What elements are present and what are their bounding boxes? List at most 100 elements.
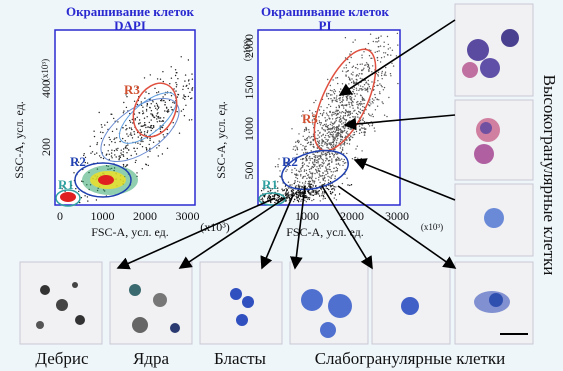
dot (353, 66, 354, 67)
dot (166, 107, 167, 108)
dot (110, 114, 111, 115)
dot (349, 106, 350, 107)
dot (313, 154, 314, 155)
dot (382, 71, 383, 72)
dot (355, 148, 356, 149)
dot (333, 171, 334, 172)
dot (304, 169, 305, 170)
dot (307, 137, 308, 138)
dot (134, 134, 135, 135)
dot (357, 146, 358, 147)
dot (339, 91, 340, 92)
dot (122, 138, 123, 139)
dot (126, 148, 127, 149)
dot (321, 135, 322, 136)
dot (304, 163, 305, 164)
dot (341, 132, 342, 133)
dot (278, 199, 279, 200)
dot (159, 140, 160, 141)
dot (340, 115, 341, 116)
dot (177, 96, 178, 97)
dot (374, 127, 375, 128)
dot (300, 200, 301, 201)
dot (329, 153, 330, 154)
dot (188, 88, 189, 89)
y-unit: (x10³) (40, 59, 50, 81)
dot (116, 137, 117, 138)
dot (142, 113, 143, 114)
dot (303, 152, 304, 153)
dot (188, 59, 189, 60)
dot (326, 169, 327, 170)
dot (146, 110, 147, 111)
dot (177, 78, 178, 79)
dot (342, 143, 343, 144)
dot (285, 171, 286, 172)
dot (364, 121, 365, 122)
dot (99, 112, 100, 113)
dot (297, 178, 298, 179)
dot (289, 198, 290, 199)
dot (346, 178, 347, 179)
dot (322, 125, 323, 126)
dot (344, 159, 345, 160)
dot (306, 158, 307, 159)
region-label: R1 (58, 177, 74, 192)
dot (345, 162, 346, 163)
dot (142, 146, 143, 147)
dot (153, 142, 154, 143)
dot (370, 34, 371, 35)
dot (352, 113, 353, 114)
dot (139, 112, 140, 113)
dot (337, 110, 338, 111)
dot (346, 96, 347, 97)
dot (123, 102, 124, 103)
dot (362, 119, 363, 120)
dot (147, 132, 148, 133)
dot (381, 85, 382, 86)
dot (176, 72, 177, 73)
dot (183, 109, 184, 110)
dot (322, 165, 323, 166)
dot (149, 144, 150, 145)
dot (359, 103, 360, 104)
dot (168, 111, 169, 112)
dot (326, 96, 327, 97)
dot (333, 139, 334, 140)
dot (330, 112, 331, 113)
dot (78, 191, 79, 192)
dot (360, 101, 361, 102)
dot (132, 137, 133, 138)
dot (304, 176, 305, 177)
dot (300, 168, 301, 169)
dot (151, 103, 152, 104)
dot (342, 71, 343, 72)
dot (383, 46, 384, 47)
dot (350, 136, 351, 137)
dot (383, 89, 384, 90)
dot (349, 185, 350, 186)
dot (301, 199, 302, 200)
dot (306, 155, 307, 156)
dot (340, 129, 341, 130)
dot (264, 195, 265, 196)
dot (328, 179, 329, 180)
dot (360, 64, 361, 65)
dot (355, 67, 356, 68)
dot (373, 41, 374, 42)
dot (370, 103, 371, 104)
dot (140, 122, 141, 123)
dot (300, 144, 301, 145)
dot (183, 97, 184, 98)
dot (344, 163, 345, 164)
dot (364, 88, 365, 89)
dot (144, 98, 145, 99)
dot (336, 126, 337, 127)
dot (181, 110, 182, 111)
dot (380, 61, 381, 62)
dot (121, 154, 122, 155)
dot (372, 125, 373, 126)
dot (339, 121, 340, 122)
dot (340, 147, 341, 148)
dot (328, 164, 329, 165)
